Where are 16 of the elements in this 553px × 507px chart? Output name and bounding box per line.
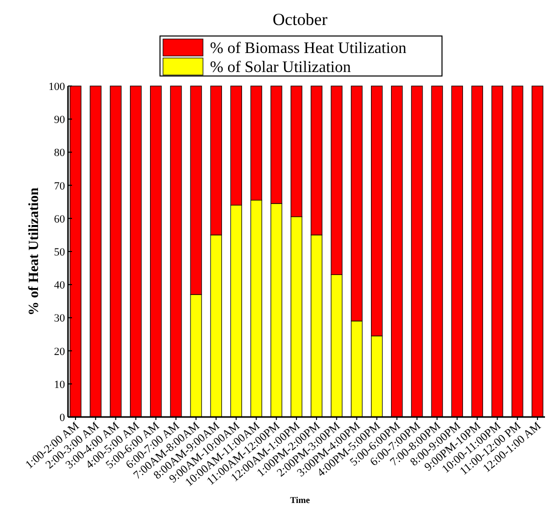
y-tick-label: 20 <box>54 346 66 358</box>
y-tick-label: 80 <box>54 147 66 160</box>
legend-label: % of Biomass Heat Utilization <box>210 40 406 57</box>
y-tick-label: 10 <box>54 378 66 391</box>
y-tick-label: 30 <box>54 312 66 325</box>
legend-label: % of Solar Utilization <box>210 59 351 76</box>
x-axis-title: Time <box>290 495 310 505</box>
y-tick-label: 60 <box>54 213 66 226</box>
chart-title: October <box>272 10 328 29</box>
y-tick-label: 40 <box>54 280 66 292</box>
y-tick-label: 50 <box>54 246 66 258</box>
y-axis-title: % of Heat Utilization <box>27 187 42 316</box>
y-tick-label: 100 <box>48 81 66 93</box>
y-tick-label: 0 <box>60 412 66 424</box>
y-tick-label: 70 <box>54 180 66 192</box>
y-tick-label: 90 <box>54 114 66 126</box>
